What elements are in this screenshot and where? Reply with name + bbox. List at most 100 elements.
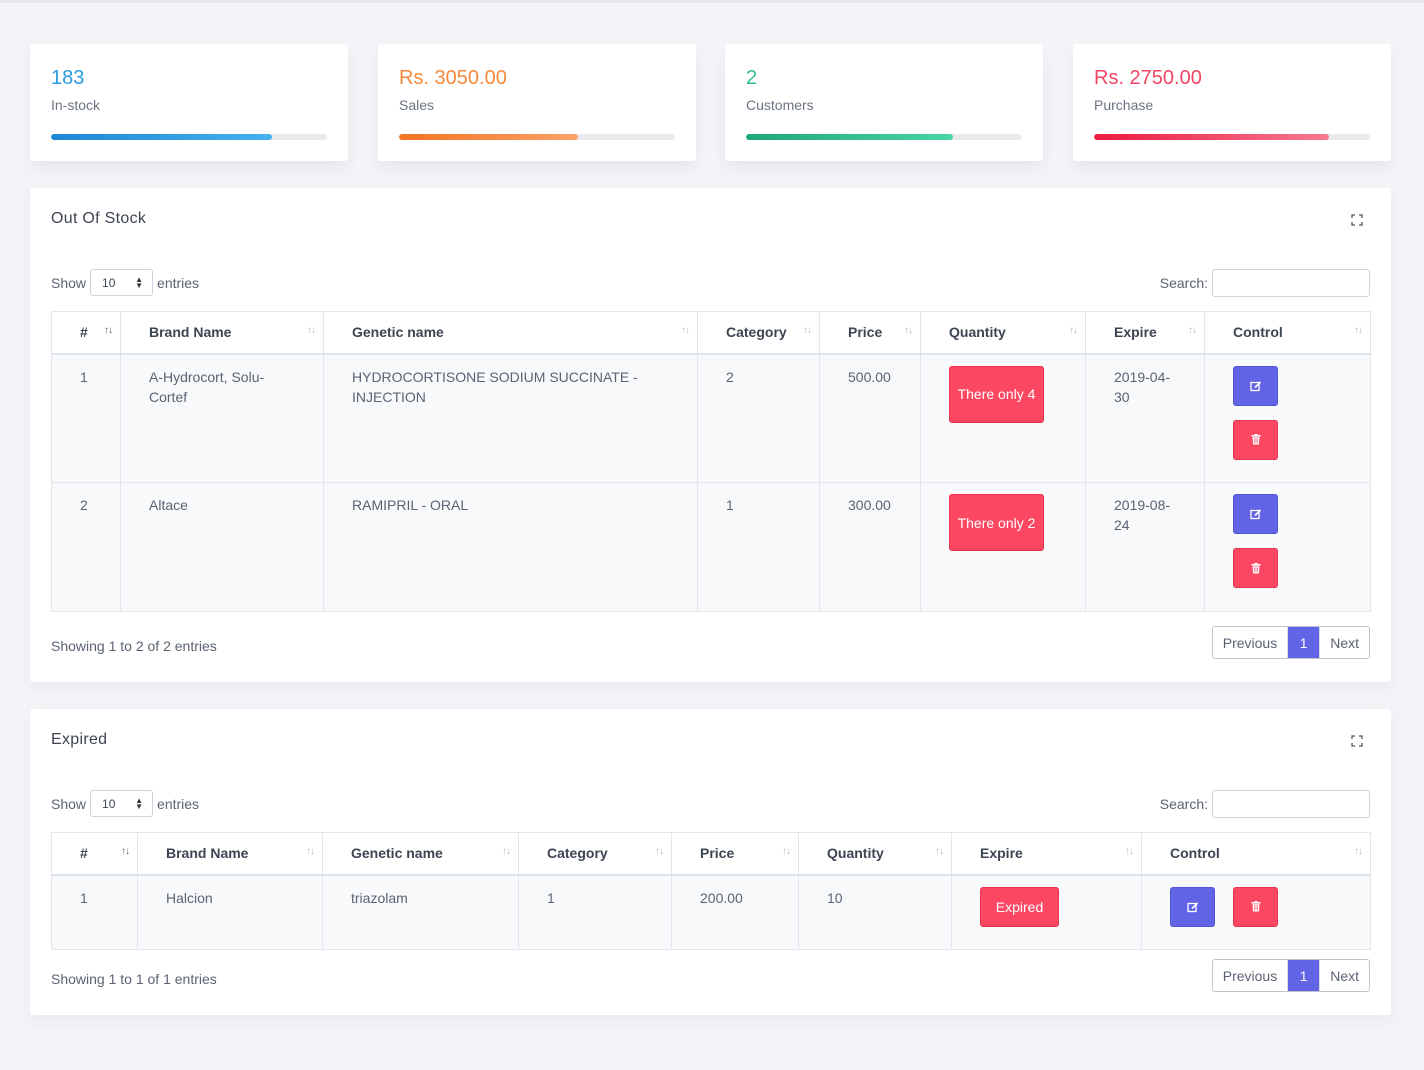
sort-icon: ↑↓: [935, 846, 944, 857]
cell-brand: Altace: [120, 482, 324, 612]
stat-label: Customers: [746, 97, 814, 113]
select-arrows-icon: ▲ ▼: [135, 274, 144, 290]
sort-icon: ↑↓: [307, 325, 316, 336]
table-info: Showing 1 to 2 of 2 entries: [51, 638, 217, 654]
stat-label: Purchase: [1094, 97, 1154, 113]
top-bar: [0, 0, 1424, 3]
cell-control: [1204, 353, 1371, 483]
cell-quantity: There only 4: [920, 353, 1086, 483]
cell-category: 2: [697, 353, 820, 483]
stat-progress-fill: [51, 134, 272, 140]
column-header-category[interactable]: Category ↑↓: [518, 832, 672, 876]
column-header-number[interactable]: # ↑↓: [51, 832, 138, 876]
quantity-warning-badge: There only 4: [949, 365, 1044, 423]
cell-category: 1: [697, 482, 820, 612]
entries-select[interactable]: 10 ▲ ▼: [90, 269, 154, 296]
stat-card-sales: Rs. 3050.00 Sales: [378, 44, 696, 161]
cell-genetic: HYDROCORTISONE SODIUM SUCCINATE - INJECT…: [323, 353, 698, 483]
sort-icon: ↑↓: [655, 846, 664, 857]
column-header-expire[interactable]: Expire ↑↓: [1085, 311, 1205, 355]
fullscreen-icon[interactable]: [1351, 214, 1363, 226]
search-control: Search:: [1160, 790, 1370, 818]
pagination: Previous 1 Next: [1211, 959, 1370, 992]
cell-number: 1: [51, 874, 138, 950]
quantity-warning-badge: There only 2: [949, 494, 1044, 551]
table-header-row: # ↑↓ Brand Name ↑↓ Genetic name ↑↓ Category…: [51, 832, 1371, 876]
panel-title: Out Of Stock: [51, 210, 147, 227]
sort-icon: ↑↓: [306, 846, 315, 857]
pagination-previous[interactable]: Previous: [1213, 627, 1289, 658]
table-row: 2 Altace RAMIPRIL - ORAL 1 300.00 There …: [51, 482, 1371, 612]
cell-quantity: 10: [798, 874, 952, 950]
cell-number: 1: [51, 353, 121, 483]
pagination: Previous 1 Next: [1211, 626, 1370, 659]
trash-icon: [1251, 434, 1260, 445]
sort-icon: ↑↓: [803, 325, 812, 336]
edit-icon: [1186, 901, 1198, 912]
out-of-stock-panel: Out Of Stock Show 10 ▲ ▼ entries Search: …: [30, 188, 1391, 682]
column-header-control[interactable]: Control ↑↓: [1141, 832, 1371, 876]
column-header-brand[interactable]: Brand Name ↑↓: [137, 832, 323, 876]
search-input[interactable]: [1212, 269, 1370, 297]
cell-brand: Halcion: [137, 874, 323, 950]
edit-button[interactable]: [1233, 365, 1278, 406]
stat-label: In-stock: [51, 97, 101, 113]
cell-category: 1: [518, 874, 672, 950]
cell-expire: Expired: [951, 874, 1142, 950]
search-control: Search:: [1160, 269, 1370, 297]
stat-value: Rs. 2750.00: [1094, 67, 1202, 89]
out-of-stock-table: # ↑↓ Brand Name ↑↓ Genetic name ↑↓ Category…: [51, 311, 1371, 612]
edit-icon: [1249, 380, 1261, 391]
column-header-control[interactable]: Control ↑↓: [1204, 311, 1371, 355]
column-header-quantity[interactable]: Quantity ↑↓: [798, 832, 952, 876]
delete-button[interactable]: [1233, 419, 1278, 460]
delete-button[interactable]: [1233, 548, 1278, 588]
table-row: 1 Halcion triazolam 1 200.00 10 Expired: [51, 874, 1371, 950]
entries-select[interactable]: 10 ▲ ▼: [90, 790, 154, 817]
stat-progress-bar: [399, 134, 675, 140]
pagination-previous[interactable]: Previous: [1213, 960, 1289, 991]
pagination-page-current[interactable]: 1: [1288, 627, 1320, 658]
cell-quantity: There only 2: [920, 482, 1086, 612]
cell-brand: A-Hydrocort, Solu-Cortef: [120, 353, 324, 483]
expired-panel: Expired Show 10 ▲ ▼ entries Search: # ↑↓ B…: [30, 709, 1391, 1015]
sort-icon: ↑↓: [502, 846, 511, 857]
show-label: Show: [51, 795, 87, 812]
pagination-page-current[interactable]: 1: [1288, 960, 1320, 991]
pagination-next[interactable]: Next: [1319, 960, 1369, 991]
column-header-expire[interactable]: Expire ↑↓: [951, 832, 1142, 876]
entries-label: entries: [157, 274, 200, 291]
fullscreen-icon[interactable]: [1351, 735, 1363, 747]
pagination-next[interactable]: Next: [1319, 627, 1369, 658]
select-arrows-icon: ▲ ▼: [135, 795, 144, 811]
cell-control: [1141, 874, 1371, 950]
sort-icon: ↑↓: [121, 846, 130, 857]
cell-genetic: RAMIPRIL - ORAL: [323, 482, 698, 612]
cell-expire: 2019-04-30: [1085, 353, 1205, 483]
search-input[interactable]: [1212, 790, 1370, 818]
column-header-price[interactable]: Price ↑↓: [819, 311, 921, 355]
sort-icon: ↑↓: [104, 325, 113, 336]
column-header-price[interactable]: Price ↑↓: [671, 832, 799, 876]
column-header-category[interactable]: Category ↑↓: [697, 311, 820, 355]
edit-button[interactable]: [1233, 494, 1278, 534]
column-header-genetic[interactable]: Genetic name ↑↓: [322, 832, 519, 876]
stat-card-customers: 2 Customers: [725, 44, 1043, 161]
stat-progress-fill: [746, 134, 953, 140]
table-row: 1 A-Hydrocort, Solu-Cortef HYDROCORTISON…: [51, 353, 1371, 483]
cell-genetic: triazolam: [322, 874, 519, 950]
stat-progress-bar: [746, 134, 1022, 140]
column-header-number[interactable]: # ↑↓: [51, 311, 121, 355]
cell-number: 2: [51, 482, 121, 612]
stat-progress-bar: [1094, 134, 1370, 140]
show-label: Show: [51, 274, 87, 291]
table-info: Showing 1 to 1 of 1 entries: [51, 971, 217, 987]
cell-control: [1204, 482, 1371, 612]
stat-value: 2: [746, 67, 758, 89]
stat-value: 183: [51, 67, 85, 89]
delete-button[interactable]: [1233, 886, 1278, 927]
column-header-genetic[interactable]: Genetic name ↑↓: [323, 311, 698, 355]
column-header-brand[interactable]: Brand Name ↑↓: [120, 311, 324, 355]
column-header-quantity[interactable]: Quantity ↑↓: [920, 311, 1086, 355]
edit-button[interactable]: [1170, 886, 1215, 927]
